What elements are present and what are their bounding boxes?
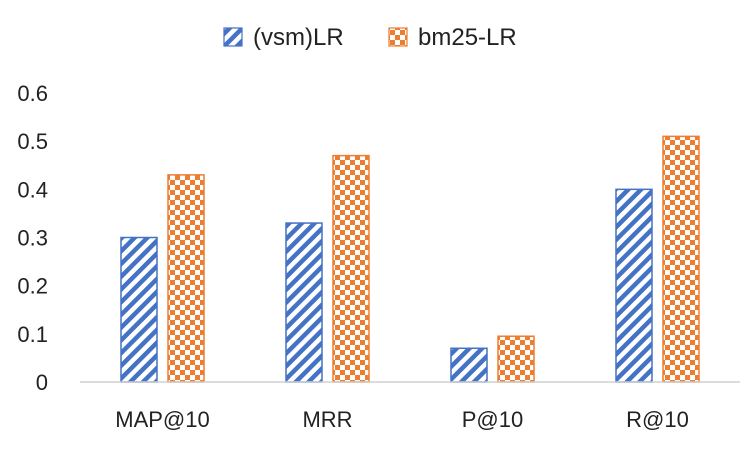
legend-label: (vsm)LR (253, 24, 344, 51)
bar-vsm-lr-2 (450, 347, 488, 383)
x-axis: MAP@10 MRR P@10 R@10 (115, 407, 689, 432)
y-tick-label: 0.2 (17, 274, 48, 299)
y-tick-label: 0.6 (17, 81, 48, 106)
legend: (vsm)LR bm25-LR (223, 24, 517, 51)
bar-vsm-lr-3 (615, 188, 653, 383)
x-category-label: P@10 (462, 407, 523, 432)
x-category-label: MAP@10 (115, 407, 209, 432)
y-tick-label: 0.1 (17, 322, 48, 347)
x-category-label: R@10 (626, 407, 689, 432)
bar-bm25-lr-3 (662, 135, 700, 383)
x-category-label: MRR (302, 407, 352, 432)
bar-bm25-lr-2 (497, 335, 535, 383)
y-axis: 0 0.1 0.2 0.3 0.4 0.5 0.6 (17, 81, 48, 395)
y-tick-label: 0.3 (17, 226, 48, 251)
y-tick-label: 0 (36, 370, 48, 395)
bar-vsm-lr-1 (285, 222, 323, 383)
y-tick-label: 0.4 (17, 177, 48, 202)
y-tick-label: 0.5 (17, 129, 48, 154)
bar-bm25-lr-0 (167, 174, 205, 383)
bar-vsm-lr-0 (120, 236, 158, 383)
legend-label: bm25-LR (418, 24, 517, 51)
legend-swatch (223, 27, 243, 47)
bar-bm25-lr-1 (332, 154, 370, 383)
bars (120, 135, 700, 383)
legend-swatch (388, 27, 408, 47)
